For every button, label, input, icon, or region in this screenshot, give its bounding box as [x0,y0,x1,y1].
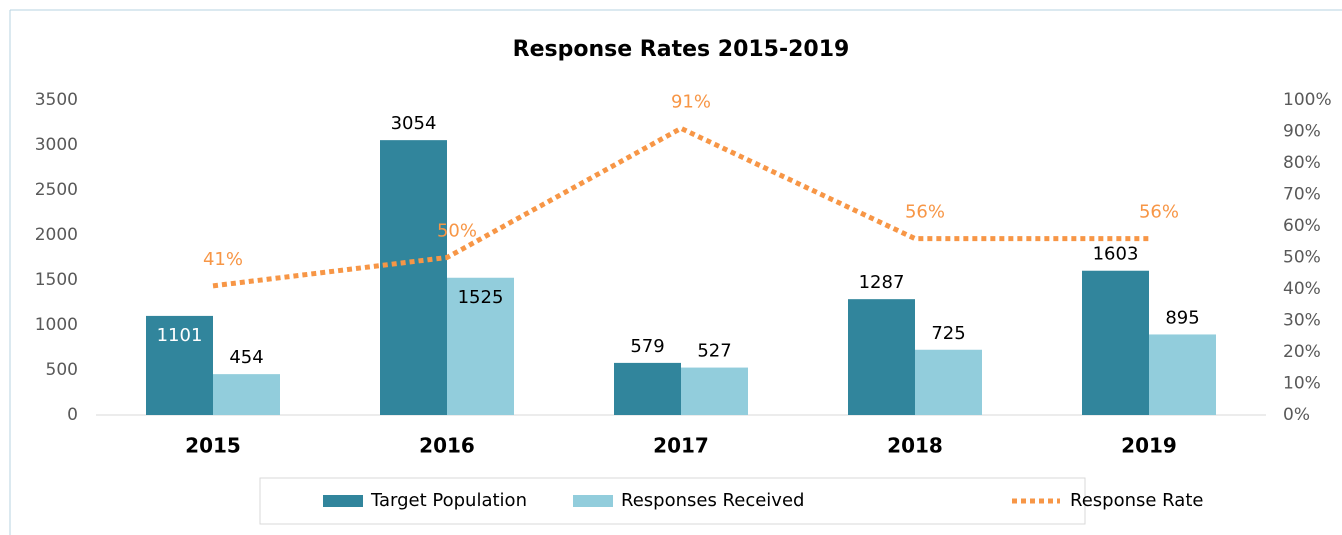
data-label: 725 [931,323,965,344]
data-label: 1287 [859,272,905,293]
y2-tick-label: 30% [1283,311,1321,331]
y2-tick-label: 90% [1283,122,1321,142]
data-label: 1525 [458,287,504,308]
data-label: 454 [229,347,263,368]
x-tick-label: 2018 [887,434,943,458]
legend-swatch [323,495,363,507]
bar [1082,270,1149,415]
x-tick-label: 2017 [653,434,709,458]
legend-box [259,477,1086,525]
bar [1149,334,1216,415]
y-tick-label: 1500 [35,270,78,290]
y2-tick-label: 60% [1283,216,1321,236]
rate-label: 41% [203,249,243,270]
data-label: 895 [1165,307,1199,328]
bar [213,374,280,415]
y2-tick-label: 10% [1283,374,1321,394]
x-tick-label: 2016 [419,434,475,458]
y-tick-label: 3000 [35,135,78,155]
y2-tick-label: 80% [1283,153,1321,173]
rate-label: 56% [1139,202,1179,223]
bar [380,140,447,415]
data-label: 1101 [157,325,203,346]
data-label: 579 [630,336,664,357]
y-tick-label: 0 [67,405,78,425]
y2-tick-label: 50% [1283,248,1321,268]
bar [915,349,982,415]
x-tick-label: 2019 [1121,434,1177,458]
y2-tick-label: 20% [1283,342,1321,362]
bar [447,277,514,415]
legend-label: Target Population [370,490,527,511]
bar [848,299,915,415]
chart-title: Response Rates 2015-2019 [513,37,850,62]
x-tick-label: 2015 [185,434,241,458]
y2-tick-label: 100% [1283,90,1332,110]
rate-line [212,125,1149,289]
bar [614,362,681,415]
y-tick-label: 2000 [35,225,78,245]
rate-label: 50% [437,221,477,242]
y-tick-label: 1000 [35,315,78,335]
y-tick-label: 3500 [35,90,78,110]
legend-swatch [573,495,613,507]
data-label: 527 [697,341,731,362]
y2-tick-label: 0% [1283,405,1310,425]
y2-tick-label: 40% [1283,279,1321,299]
y2-tick-label: 70% [1283,185,1321,205]
data-label: 3054 [391,113,437,134]
rate-label: 56% [905,202,945,223]
legend-label: Response Rate [1070,490,1203,511]
y-tick-label: 500 [46,360,78,380]
bar [681,367,748,415]
legend-label: Responses Received [621,490,804,511]
bar [146,315,213,415]
rate-label: 91% [671,91,711,112]
y-tick-label: 2500 [35,180,78,200]
data-label: 1603 [1093,244,1139,265]
